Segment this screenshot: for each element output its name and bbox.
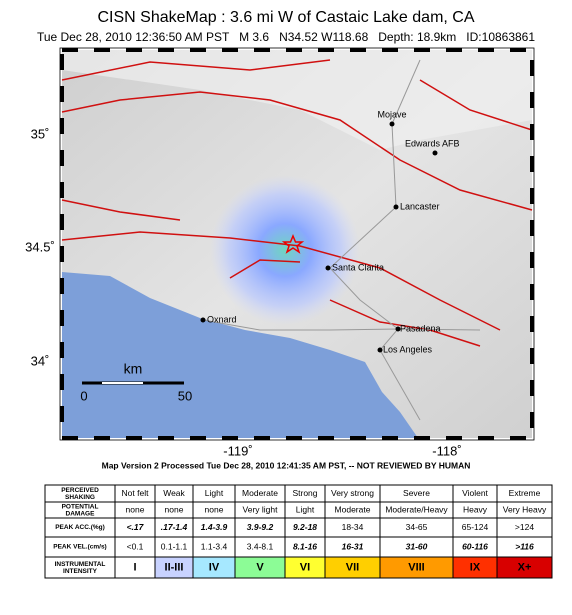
table-value: 1.4-3.9 xyxy=(201,522,228,532)
city-label: Edwards AFB xyxy=(405,138,460,148)
table-cell xyxy=(496,556,553,579)
table-value: 9.2-18 xyxy=(293,522,317,532)
table-value: 16-31 xyxy=(342,541,364,551)
table-value: Light xyxy=(296,504,315,514)
lat-label: 35˚ xyxy=(31,126,50,141)
table-value: >116 xyxy=(515,541,534,551)
shaking-area xyxy=(210,175,360,325)
ocean xyxy=(62,272,418,438)
lat-label: 34.5˚ xyxy=(25,239,55,254)
map-frame xyxy=(59,47,535,441)
city-dot xyxy=(389,121,395,127)
city-label: Mojave xyxy=(377,109,406,119)
title: CISN ShakeMap : 3.6 mi W of Castaic Lake… xyxy=(97,9,474,26)
city-label: Santa Clarita xyxy=(332,262,384,272)
table-value: Moderate xyxy=(335,504,371,514)
table-value: IV xyxy=(209,561,220,573)
table-value: Light xyxy=(205,488,224,498)
table-value: Strong xyxy=(292,488,317,498)
table-value: Weak xyxy=(163,488,185,498)
lon-label: -118˚ xyxy=(432,443,461,458)
table-value: >124 xyxy=(515,522,534,532)
table-value: Very light xyxy=(243,504,279,514)
table-value: VIII xyxy=(408,561,425,573)
row-header: PEAK VEL.(cm/s) xyxy=(53,544,106,551)
table-value: Extreme xyxy=(509,488,541,498)
mountains xyxy=(62,50,532,150)
scale-unit: km xyxy=(124,361,143,377)
city-dot xyxy=(200,317,206,323)
table-value: Not felt xyxy=(122,488,150,498)
table-value: Heavy xyxy=(463,504,488,514)
faults xyxy=(61,59,533,347)
table-value: .17-1.4 xyxy=(161,522,188,532)
table-value: 1.1-3.4 xyxy=(201,541,228,551)
table-value: 65-124 xyxy=(462,522,489,532)
city-label: Lancaster xyxy=(400,201,440,211)
lon-label: -119˚ xyxy=(223,443,252,458)
table-value: Severe xyxy=(403,488,430,498)
table-value: 18-34 xyxy=(342,522,364,532)
city-dot xyxy=(393,204,399,210)
scale-start: 0 xyxy=(80,388,87,403)
table-value: II-III xyxy=(165,561,184,573)
table-value: 3.4-8.1 xyxy=(247,541,274,551)
table-value: 0.1-1.1 xyxy=(161,541,188,551)
table-value: Very Heavy xyxy=(503,504,547,514)
map-border xyxy=(60,48,534,440)
table-value: I xyxy=(133,561,136,573)
row-header: PEAK ACC.(%g) xyxy=(55,524,105,531)
table-value: 31-60 xyxy=(406,541,428,551)
legend-table: PERCEIVED SHAKING Not felt Weak Light Moderat… xyxy=(44,484,553,579)
city-dot xyxy=(377,347,383,353)
table-value: 3.9-9.2 xyxy=(247,522,274,532)
city-label: Pasadena xyxy=(400,323,441,333)
city-label: Oxnard xyxy=(207,314,237,324)
table-value: <.17 xyxy=(127,522,145,532)
table-value: Moderate xyxy=(242,488,278,498)
map: Mojave Edwards AFB Lancaster Santa Clarita O… xyxy=(59,47,535,441)
table-value: X+ xyxy=(518,561,532,573)
city-dot xyxy=(432,150,438,156)
table-value: Violent xyxy=(462,488,488,498)
row-header: INSTRUMENTAL INTENSITY xyxy=(55,561,106,575)
table-value: VI xyxy=(300,561,310,573)
table-value: V xyxy=(256,561,264,573)
table-value: IX xyxy=(470,561,481,573)
table-value: none xyxy=(165,504,184,514)
table-value: 60-116 xyxy=(462,541,488,551)
scale-end: 50 xyxy=(178,388,192,403)
table-value: Very strong xyxy=(331,488,374,498)
table-value: Moderate/Heavy xyxy=(385,504,448,514)
epicenter xyxy=(281,234,305,254)
cities: Mojave Edwards AFB Lancaster Santa Clarita O… xyxy=(200,109,460,354)
city-dot xyxy=(325,265,331,271)
table-value: none xyxy=(126,504,145,514)
footer-note: Map Version 2 Processed Tue Dec 28, 2010… xyxy=(102,460,471,470)
table-value: none xyxy=(205,504,224,514)
city-dot xyxy=(395,326,401,332)
subtitle: Tue Dec 28, 2010 12:36:50 AM PST M 3.6 N… xyxy=(37,30,535,44)
lat-label: 34˚ xyxy=(31,353,50,368)
table-value: <0.1 xyxy=(127,541,144,551)
row-header: POTENTIAL DAMAGE xyxy=(62,503,99,517)
table-value: VII xyxy=(346,561,359,573)
city-label: Los Angeles xyxy=(383,344,433,354)
table-value: 8.1-16 xyxy=(293,541,317,551)
table-value: 34-65 xyxy=(406,522,428,532)
row-header: PERCEIVED SHAKING xyxy=(61,487,99,501)
